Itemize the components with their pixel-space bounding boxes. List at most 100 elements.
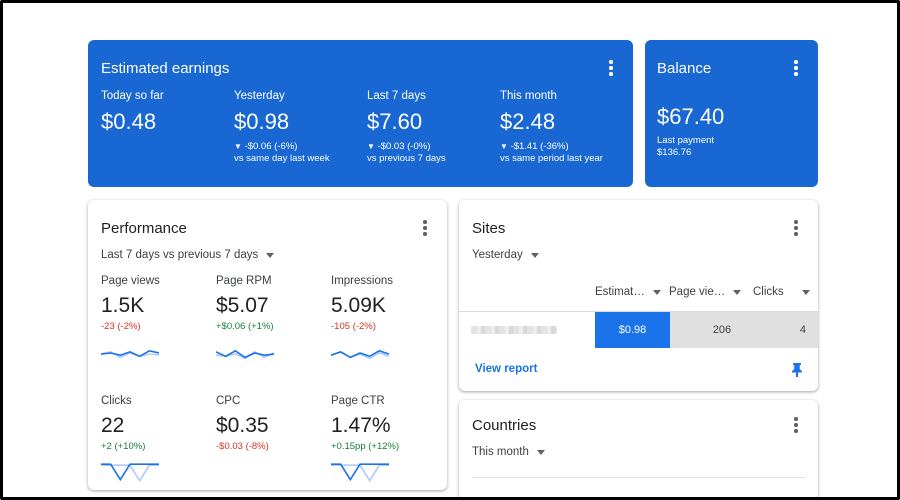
earnings-7d-label: Last 7 days: [367, 90, 426, 102]
earnings-month-value: $2.48: [500, 109, 556, 134]
down-arrow-icon: ▼: [500, 142, 508, 151]
earnings-last-7-days[interactable]: Last 7 days $7.60 ▼ -$0.03 (-0%) vs previ…: [367, 90, 497, 165]
earnings-yesterday-delta-text: -$0.06 (-6%): [244, 141, 298, 152]
sparkline: [331, 463, 389, 483]
sparkline-previous: [331, 464, 389, 483]
cell-clicks: 4: [774, 312, 818, 348]
metric-delta: +0.15pp (+12%): [331, 441, 400, 452]
earnings-month-delta: ▼ -$1.41 (-36%) vs same period last year: [500, 141, 630, 165]
more-options-icon[interactable]: [786, 415, 806, 435]
metric-value: 22: [101, 414, 125, 437]
metric-delta: -23 (-2%): [101, 321, 141, 332]
performance-range-label: Last 7 days vs previous 7 days: [101, 249, 259, 261]
chevron-down-icon: [266, 252, 275, 258]
metric-cpc[interactable]: CPC $0.35 -$0.03 (-8%): [216, 395, 326, 484]
column-header-label: Page vie…: [669, 286, 726, 298]
chevron-down-icon: [652, 289, 661, 295]
table-divider: [472, 477, 805, 478]
sparkline-previous: [101, 464, 159, 483]
column-header-label: Clicks: [753, 286, 784, 298]
earnings-yesterday-delta: ▼ -$0.06 (-6%) vs same day last week: [234, 141, 364, 165]
cell-page-views: 206: [670, 312, 774, 348]
last-payment-value: $136.76: [657, 147, 692, 158]
earnings-yesterday-value: $0.98: [234, 109, 290, 134]
earnings-today-label: Today so far: [101, 90, 164, 102]
sites-range-dropdown[interactable]: Yesterday: [472, 249, 539, 261]
metric-delta: +$0.06 (+1%): [216, 321, 274, 332]
sparkline: [331, 349, 389, 360]
metric-value: 1.47%: [331, 414, 391, 437]
metric-delta: -105 (-2%): [331, 321, 376, 332]
metric-page-views[interactable]: Page views 1.5K -23 (-2%): [101, 275, 211, 364]
metric-page-ctr[interactable]: Page CTR 1.47% +0.15pp (+12%): [331, 395, 441, 484]
more-options-icon[interactable]: [415, 218, 435, 238]
countries-title: Countries: [472, 417, 537, 434]
sparkline: [216, 462, 274, 484]
metric-delta: -$0.03 (-8%): [216, 441, 269, 452]
view-report-link[interactable]: View report: [475, 363, 538, 375]
balance-card: Balance $67.40 Last payment $136.76: [645, 40, 818, 187]
more-options-icon[interactable]: [601, 58, 621, 78]
sparkline: [216, 349, 274, 360]
metric-label: Page RPM: [216, 275, 272, 287]
more-options-icon[interactable]: [786, 58, 806, 78]
earnings-this-month[interactable]: This month $2.48 ▼ -$1.41 (-36%) vs same …: [500, 90, 630, 165]
sparkline-current: [331, 349, 389, 359]
metric-value: 1.5K: [101, 294, 145, 317]
cell-estimated-earnings: $0.98: [595, 312, 670, 348]
estimated-earnings-title: Estimated earnings: [101, 60, 230, 77]
column-header-label: Estimat…: [595, 286, 645, 298]
countries-range-label: This month: [472, 446, 529, 458]
earnings-7d-delta-text: -$0.03 (-0%): [377, 141, 431, 152]
metric-value: $5.07: [216, 294, 269, 317]
metric-label: CPC: [216, 395, 241, 407]
column-header-clicks[interactable]: Clicks: [753, 286, 810, 298]
countries-card: Countries This month: [459, 400, 818, 500]
metric-label: Impressions: [331, 275, 393, 287]
sparkline-current: [331, 463, 389, 482]
earnings-7d-compare: vs previous 7 days: [367, 153, 446, 164]
metric-delta: +2 (+10%): [101, 441, 146, 452]
metric-value: 5.09K: [331, 294, 386, 317]
earnings-month-delta-text: -$1.41 (-36%): [510, 141, 569, 152]
sparkline: [101, 463, 159, 483]
sites-range-label: Yesterday: [472, 249, 523, 261]
pin-icon[interactable]: [790, 362, 804, 378]
column-header-estimated-earnings[interactable]: Estimat…: [595, 286, 661, 298]
sparkline-current: [101, 463, 159, 482]
last-payment-label: Last payment: [657, 135, 715, 146]
column-header-page-views[interactable]: Page vie…: [669, 286, 742, 298]
table-divider: [459, 311, 818, 312]
earnings-month-compare: vs same period last year: [500, 153, 603, 164]
sites-title: Sites: [472, 220, 506, 237]
sparkline-current: [101, 349, 159, 358]
earnings-today[interactable]: Today so far $0.48: [101, 90, 231, 135]
table-row[interactable]: $0.98 206 4: [459, 312, 818, 348]
earnings-yesterday-compare: vs same day last week: [234, 153, 330, 164]
sites-card: Sites Yesterday Estimat… Page vie… Click…: [459, 200, 818, 391]
site-name-redacted: [471, 326, 557, 334]
metric-label: Clicks: [101, 395, 132, 407]
earnings-7d-delta: ▼ -$0.03 (-0%) vs previous 7 days: [367, 141, 497, 165]
metric-label: Page views: [101, 275, 160, 287]
performance-range-dropdown[interactable]: Last 7 days vs previous 7 days: [101, 249, 275, 261]
performance-title: Performance: [101, 220, 187, 237]
earnings-today-value: $0.48: [101, 109, 157, 134]
metric-page-rpm[interactable]: Page RPM $5.07 +$0.06 (+1%): [216, 275, 326, 364]
chevron-down-icon: [530, 252, 539, 258]
down-arrow-icon: ▼: [367, 142, 375, 151]
countries-range-dropdown[interactable]: This month: [472, 446, 545, 458]
chevron-down-icon: [733, 289, 742, 295]
earnings-yesterday[interactable]: Yesterday $0.98 ▼ -$0.06 (-6%) vs same da…: [234, 90, 364, 165]
balance-title: Balance: [657, 60, 712, 77]
earnings-month-label: This month: [500, 90, 557, 102]
metric-impressions[interactable]: Impressions 5.09K -105 (-2%): [331, 275, 441, 364]
metric-label: Page CTR: [331, 395, 385, 407]
metric-clicks[interactable]: Clicks 22 +2 (+10%): [101, 395, 211, 484]
chevron-down-icon: [801, 289, 810, 295]
sparkline: [101, 349, 159, 359]
performance-card: Performance Last 7 days vs previous 7 da…: [88, 200, 447, 490]
earnings-yesterday-label: Yesterday: [234, 90, 285, 102]
more-options-icon[interactable]: [786, 218, 806, 238]
sparkline-previous: [101, 350, 159, 359]
